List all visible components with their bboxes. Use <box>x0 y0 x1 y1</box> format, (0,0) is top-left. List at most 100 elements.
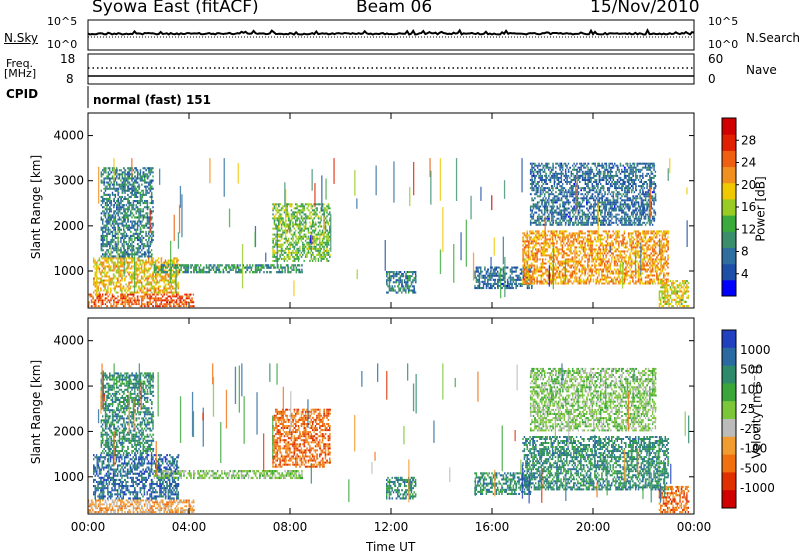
power-cells-cell <box>103 230 105 233</box>
power-cells-cell <box>121 269 123 272</box>
power-cells-cell <box>280 245 283 248</box>
power-cells-cell <box>141 299 143 302</box>
power-cells-cell <box>157 261 160 264</box>
power-cells-cell <box>660 270 662 273</box>
power-cells-cell <box>93 283 95 286</box>
power-cells-cell <box>278 217 280 220</box>
power-cells-cell <box>323 247 325 250</box>
power-cells-cell <box>104 187 107 190</box>
power-cells-cell <box>582 232 585 235</box>
power-cells-cell <box>283 221 286 224</box>
power-cells-cell <box>573 260 575 263</box>
power-cells-cell <box>550 236 552 239</box>
power-cells-cell <box>145 224 148 227</box>
power-cells-cell <box>578 270 580 273</box>
power-cells-cell <box>278 215 280 218</box>
power-cells-cell <box>152 187 154 190</box>
power-cells-cell <box>129 267 131 270</box>
power-cells-cell <box>124 169 127 172</box>
power-cells-cell <box>578 262 581 265</box>
power-cells-cell <box>104 204 107 207</box>
power-cells-cell <box>142 179 145 182</box>
power-cells-cell <box>106 297 108 300</box>
power-cells-cell <box>516 276 519 279</box>
power-cells-cell <box>129 285 132 288</box>
power-cells-cell <box>149 243 152 246</box>
power-cells-cell <box>115 301 118 304</box>
power-cells-cell <box>618 250 620 253</box>
power-cells-cell <box>156 259 159 262</box>
power-cells-cell <box>155 281 157 284</box>
power-cells-cell <box>120 303 122 306</box>
power-cells-cell <box>118 226 121 229</box>
power-cells-cell <box>295 207 297 210</box>
power-cells-cell <box>185 297 188 300</box>
power-cells-cell <box>191 301 193 304</box>
power-cells-cell <box>103 253 105 256</box>
power-cells-cell <box>589 236 592 239</box>
power-cells-cell <box>167 283 170 286</box>
power-cells-cell <box>656 242 658 245</box>
power-cells-cell <box>132 169 135 172</box>
power-cells-cell <box>557 262 559 265</box>
power-cells-cell <box>613 260 616 263</box>
power-cells-cell <box>651 258 654 261</box>
power-cells-cell <box>635 276 637 279</box>
power-cells-cell <box>175 303 178 306</box>
power-cells-cell <box>169 267 171 270</box>
power-cells-cell <box>327 243 330 246</box>
power-cells-cell <box>657 280 659 283</box>
power-cells-cell <box>107 232 110 235</box>
power-cells-cell <box>528 284 530 287</box>
power-cells-cell <box>169 259 171 262</box>
power-cells-cell <box>100 263 102 266</box>
power-cells-cell <box>394 289 396 292</box>
power-cells-cell <box>595 282 597 285</box>
power-cells-cell <box>114 247 116 250</box>
power-cells-cell <box>564 238 566 241</box>
power-cells-cell <box>149 281 151 284</box>
power-cells-cell <box>139 177 142 180</box>
power-cells-cell <box>616 262 618 265</box>
power-cells-cell <box>272 209 274 212</box>
power-cells-cell <box>536 215 539 218</box>
power-cells-cell <box>649 244 651 247</box>
power-cells-cell <box>573 280 575 283</box>
power-cells-cell <box>487 280 489 283</box>
power-cells-cell <box>557 268 559 271</box>
power-cells-cell <box>589 230 592 233</box>
power-cells-cell <box>317 215 320 218</box>
power-cells-cell <box>635 246 637 249</box>
power-cells-cell <box>484 280 486 283</box>
power-cells-cell <box>532 272 534 275</box>
power-cells-cell <box>283 225 286 228</box>
power-cells-cell <box>556 276 558 279</box>
power-cells-cell <box>414 281 417 284</box>
power-cells-cell <box>118 208 121 211</box>
power-cells-cell <box>651 250 654 253</box>
power-cells-cell <box>148 255 150 258</box>
power-cells-cell <box>175 299 178 302</box>
power-cells-cell <box>273 266 275 269</box>
power-cells-cell <box>300 227 303 230</box>
power-cells-cell <box>119 273 122 276</box>
power-cells-cell <box>103 169 106 172</box>
power-cells-cell <box>532 205 535 208</box>
power-cells-cell <box>142 175 144 178</box>
power-cells-cell <box>519 276 522 279</box>
power-cells-cell <box>310 215 312 218</box>
power-cells-cell <box>398 271 400 274</box>
power-cells-cell <box>181 297 183 300</box>
power-cells-cell <box>654 236 657 239</box>
power-cells-cell <box>221 264 223 267</box>
power-cells-cell <box>326 251 328 254</box>
power-cells-cell <box>272 237 274 240</box>
power-cells-cell <box>319 233 321 236</box>
power-cells-cell <box>290 266 292 269</box>
power-cells-cell <box>642 240 644 243</box>
power-cells-cell <box>388 281 391 284</box>
power-cells-cell <box>128 167 130 170</box>
power-cells-cell <box>533 278 535 281</box>
power-cells-cell <box>169 281 171 284</box>
power-cells-cell <box>512 278 515 281</box>
